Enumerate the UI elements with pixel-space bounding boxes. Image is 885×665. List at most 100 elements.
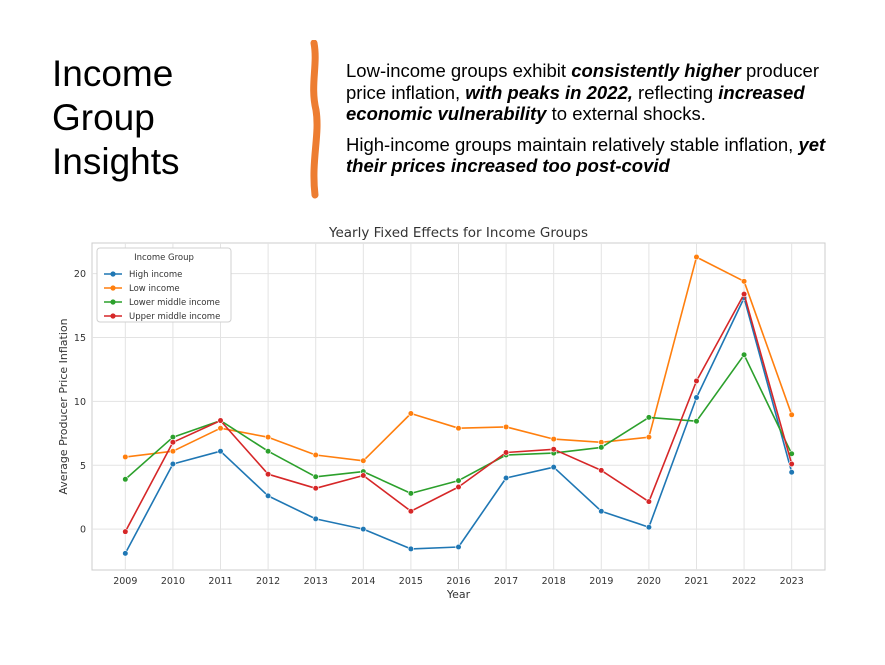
x-tick-label: 2022 [732, 576, 756, 587]
data-point [360, 526, 367, 533]
chart-title: Yearly Fixed Effects for Income Groups [328, 225, 588, 241]
x-tick-label: 2014 [351, 576, 375, 587]
data-point [502, 474, 510, 482]
x-tick-label: 2009 [113, 576, 137, 587]
x-tick-label: 2011 [208, 576, 232, 587]
data-point [122, 453, 129, 461]
x-tick-label: 2013 [304, 576, 328, 587]
emphasis-run: with peaks in 2022, [465, 81, 633, 103]
data-point [740, 351, 748, 358]
legend-title: Income Group [134, 253, 194, 263]
emphasis-run: yet their prices increased too post-covi… [346, 133, 826, 177]
paragraph-high-income: High-income groups maintain relatively s… [346, 134, 846, 177]
x-tick-label: 2021 [684, 576, 708, 587]
data-point [122, 476, 129, 483]
data-point [312, 515, 319, 523]
x-tick-label: 2012 [256, 576, 280, 587]
data-point [407, 545, 415, 553]
emphasis-run: increased economic vulnerability [346, 81, 805, 125]
text-run: producer price inflation, [346, 60, 819, 103]
body-text: Low-income groups exhibit consistently h… [346, 60, 846, 186]
data-point [788, 460, 795, 468]
data-point [217, 425, 224, 432]
data-point [169, 439, 177, 446]
y-axis-label: Average Producer Price Inflation [57, 318, 70, 494]
data-point [550, 446, 557, 453]
legend-label: Lower middle income [129, 298, 220, 308]
data-point [360, 457, 367, 464]
data-point [598, 508, 605, 515]
data-point [502, 423, 510, 431]
data-point [550, 435, 557, 443]
data-point [407, 490, 415, 497]
data-point [360, 472, 367, 479]
data-point [265, 492, 272, 500]
data-point [740, 278, 748, 285]
x-tick-label: 2010 [161, 576, 185, 587]
data-point [645, 524, 652, 531]
slide-title: Income Group Insights [52, 52, 180, 184]
data-point [645, 498, 652, 505]
legend-swatch-marker [110, 271, 116, 277]
data-point [455, 477, 462, 484]
title-line: Income [52, 53, 174, 94]
legend-swatch-marker [110, 285, 116, 291]
data-point [265, 448, 272, 455]
data-point [502, 449, 510, 456]
line-chart: 2009 2010 2011 2012 2013 2014 2015 2016 2017 2018… [57, 225, 826, 601]
x-tick-label: 2020 [637, 576, 661, 587]
x-tick-label: 2017 [494, 576, 518, 587]
data-point [169, 434, 177, 441]
x-tick-label: 2015 [399, 576, 423, 587]
data-point [598, 439, 605, 446]
data-point [598, 444, 605, 451]
x-axis-label: Year [446, 588, 471, 601]
emphasis-run: consistently higher [571, 60, 741, 81]
x-tick-label: 2019 [589, 576, 613, 587]
data-point [265, 434, 272, 441]
text-run: reflecting [632, 81, 719, 103]
data-point [265, 471, 272, 478]
data-point [693, 377, 700, 385]
data-point [740, 290, 748, 298]
data-point [645, 434, 652, 441]
data-point [217, 417, 224, 424]
title-line: Group [52, 97, 155, 138]
data-point [169, 448, 177, 455]
data-point [788, 469, 795, 476]
data-point [122, 528, 129, 535]
legend-label: Low income [129, 284, 180, 294]
x-tick-label: 2016 [446, 576, 470, 587]
data-point [598, 467, 605, 474]
x-tick-label: 2023 [780, 576, 804, 587]
data-point [312, 451, 319, 459]
text-run: High-income groups maintain relatively s… [346, 133, 799, 155]
data-point [788, 411, 795, 418]
data-point [312, 485, 319, 492]
data-point [645, 414, 652, 421]
legend-swatch-marker [110, 313, 116, 319]
title-line: Insights [52, 141, 180, 182]
data-point [693, 253, 700, 261]
data-point [550, 464, 557, 471]
data-point [455, 425, 462, 432]
data-point [407, 508, 415, 515]
data-point [455, 543, 462, 551]
data-point [455, 483, 462, 491]
legend-label: Upper middle income [129, 312, 220, 322]
y-tick-label: 15 [74, 333, 86, 344]
data-point [122, 550, 129, 557]
data-point [169, 460, 177, 468]
data-point [693, 418, 700, 425]
accent-brush-stroke [310, 40, 321, 199]
text-run: to external shocks. [546, 103, 706, 124]
legend-box [96, 247, 232, 323]
y-tick-label: 0 [80, 525, 86, 536]
legend-swatch-marker [110, 299, 116, 305]
legend-label: High income [129, 270, 182, 280]
y-tick-label: 10 [74, 397, 86, 408]
x-tick-label: 2018 [542, 576, 566, 587]
paragraph-low-income: Low-income groups exhibit consistently h… [346, 60, 846, 125]
data-point [693, 394, 700, 401]
y-tick-label: 20 [74, 269, 86, 280]
